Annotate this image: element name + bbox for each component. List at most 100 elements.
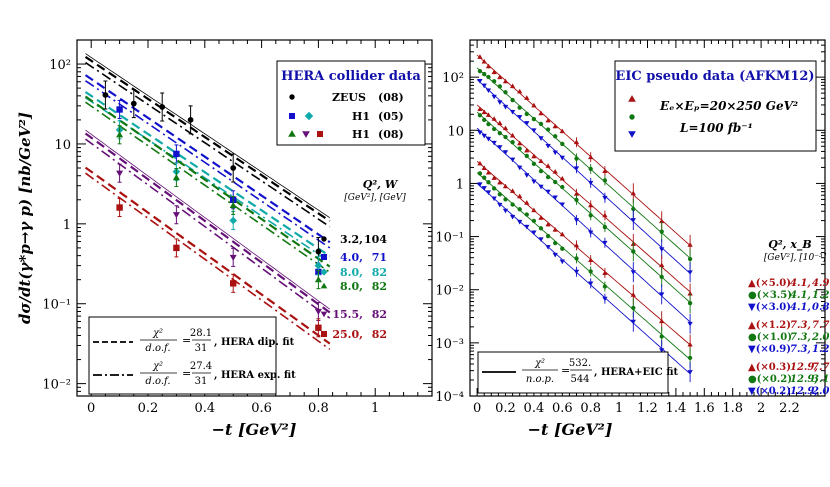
data-point	[509, 188, 516, 193]
data-point	[159, 104, 166, 110]
data-point	[659, 247, 665, 252]
fit-ndf: 31	[195, 343, 208, 354]
left-panel: 0 0.2 0.4 0.6 0.8 1 10⁻² 10⁻¹ 1 10 10² dσ/dt(γ*p→γ…	[16, 39, 433, 439]
data-point	[538, 237, 544, 242]
data-point	[517, 105, 522, 110]
x-tick-label: 1.4	[666, 401, 687, 416]
kin-w: 82	[372, 266, 387, 279]
right-kin-units: [GeV²], [10⁻³]	[764, 253, 827, 263]
reference-curve	[85, 53, 331, 219]
kin-w: 82	[372, 280, 387, 293]
data-point	[545, 233, 551, 239]
hera-legend-rows: ZEUS (08) H1 (05) H1 (08)	[288, 91, 404, 141]
h1-08-marker	[317, 131, 323, 137]
kin-scale: ▲(×0.3)	[748, 362, 791, 373]
data-point	[630, 270, 636, 275]
data-point	[524, 95, 530, 100]
data-point	[560, 184, 565, 190]
left-kin-header: Q², W	[363, 178, 399, 191]
data-point	[573, 269, 580, 275]
data-point	[631, 305, 636, 311]
right-fit-legend: χ² n.o.p. =532. 544 , HERA+EIC fit	[482, 358, 678, 385]
data-point	[481, 83, 487, 89]
data-point	[659, 318, 665, 324]
data-point	[509, 214, 516, 220]
data-point	[524, 200, 530, 205]
data-point	[602, 178, 608, 183]
kin-xb: 4.9	[812, 278, 829, 289]
kin-q2: 12.9,	[790, 386, 818, 397]
data-point	[517, 193, 523, 199]
data-point	[531, 161, 537, 166]
data-point	[485, 63, 492, 69]
data-point	[497, 120, 503, 126]
data-point	[502, 104, 509, 110]
kin-w: 82	[372, 328, 387, 341]
data-point	[315, 248, 322, 255]
data-point	[477, 182, 483, 187]
kin-q2: 12.9,	[790, 362, 818, 373]
data-point	[524, 147, 530, 153]
data-point	[497, 202, 503, 208]
data-point	[602, 240, 608, 246]
x-tick-label: 1	[615, 401, 623, 416]
y-tick-label: 10⁻³	[435, 337, 464, 352]
data-point	[116, 204, 123, 211]
data-point	[545, 117, 551, 123]
data-point	[491, 116, 497, 121]
data-point	[687, 290, 693, 296]
x-tick-label: 0.2	[495, 401, 516, 416]
right-x-axis-label: −t [GeV²]	[528, 420, 613, 439]
eic-lumi: L=100 fb⁻¹	[679, 121, 753, 135]
data-point	[173, 150, 180, 158]
data-point	[531, 207, 537, 213]
x-tick-label: 0	[87, 401, 95, 416]
legend-tag: (08)	[378, 91, 404, 104]
data-point	[538, 136, 544, 141]
data-point	[517, 207, 522, 212]
data-point	[552, 252, 558, 258]
legend-tag: (05)	[378, 110, 404, 123]
fit-ndf: 544	[570, 374, 589, 385]
data-point	[573, 242, 580, 248]
x-tick-label: 0	[473, 401, 481, 416]
data-point	[573, 191, 580, 196]
y-tick-label: 10⁻¹	[42, 298, 71, 313]
y-tick-label: 10	[447, 124, 464, 139]
kin-q2: 4.1,	[790, 290, 811, 301]
data-point	[588, 154, 594, 160]
data-point	[531, 128, 537, 133]
kin-xb: 2.0	[811, 332, 829, 343]
fit-num: 28.1	[190, 328, 212, 339]
data-point	[602, 284, 608, 289]
equals-sign: =	[561, 364, 570, 377]
kin-q2: 7.3,	[790, 344, 811, 355]
data-point	[559, 175, 565, 181]
kin-scale: ●(×0.2)	[748, 374, 792, 385]
kin-w: 82	[372, 308, 387, 321]
data-point	[315, 324, 322, 331]
data-point	[659, 334, 664, 339]
data-point	[477, 113, 483, 118]
data-point	[553, 240, 558, 246]
left-kin-units: [GeV²], [GeV]	[344, 193, 406, 203]
left-data-points	[102, 80, 323, 338]
y-tick-label: 10	[54, 138, 71, 153]
hera-legend-box	[276, 60, 426, 146]
right-kin-rows: ▲(×5.0) 4.1, 4.9●(×3.5)4.1, 1.2▼(×3.0) 4.1, 0…	[748, 278, 829, 397]
data-point	[486, 121, 491, 127]
kin-xb: 7.7	[812, 320, 829, 331]
right-kin-header: Q², x_B	[768, 238, 811, 252]
data-point	[687, 321, 693, 327]
fit-label: , HERA dip. fit	[214, 337, 295, 348]
data-point	[477, 160, 483, 166]
dip-fit-curve	[84, 74, 331, 244]
data-point	[531, 179, 537, 185]
data-point	[588, 213, 593, 218]
data-point	[631, 249, 636, 254]
left-x-axis-label: −t [GeV²]	[212, 420, 297, 439]
zeus-marker	[289, 94, 295, 100]
data-point	[509, 157, 516, 163]
kin-q2: 7.3,	[790, 332, 811, 343]
